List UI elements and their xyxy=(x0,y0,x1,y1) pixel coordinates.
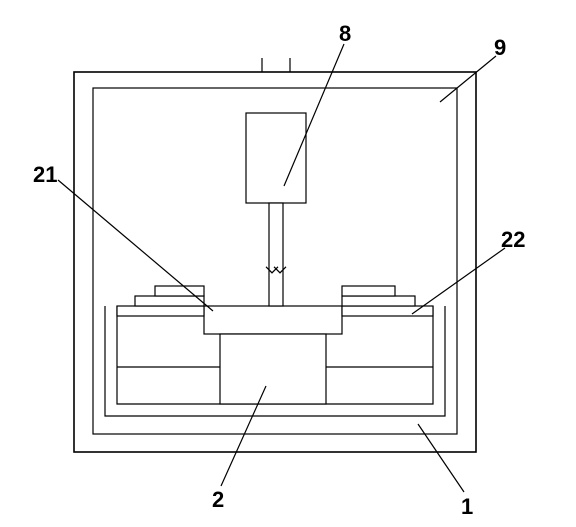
diagram-root: { "canvas": { "w": 576, "h": 527, "bg": … xyxy=(0,0,576,527)
label-1: 1 xyxy=(461,494,473,520)
label-2: 2 xyxy=(212,487,224,513)
label-22: 22 xyxy=(501,227,525,253)
label-8: 8 xyxy=(339,21,351,47)
label-9: 9 xyxy=(494,35,506,61)
label-21: 21 xyxy=(33,162,57,188)
diagram-svg xyxy=(0,0,576,527)
